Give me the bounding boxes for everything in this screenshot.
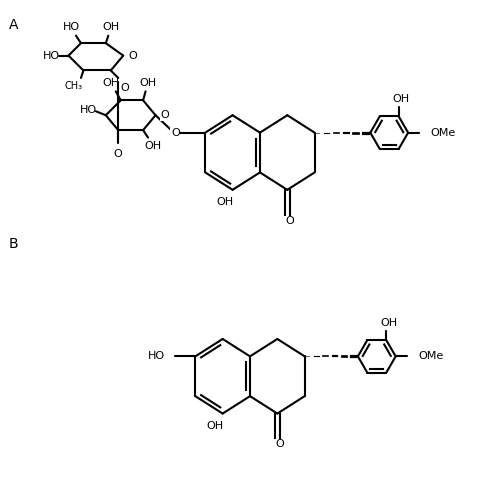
Text: O: O — [120, 83, 130, 93]
Text: HO: HO — [42, 51, 59, 61]
Text: OH: OH — [380, 317, 398, 328]
Text: OH: OH — [140, 78, 156, 88]
Text: CH₃: CH₃ — [64, 82, 82, 92]
Text: B: B — [9, 237, 18, 251]
Text: HO: HO — [80, 105, 97, 115]
Text: O: O — [128, 51, 137, 61]
Text: A: A — [9, 18, 18, 32]
Text: OH: OH — [102, 22, 120, 32]
Text: HO: HO — [62, 22, 80, 32]
Text: HO: HO — [148, 351, 166, 361]
Text: OH: OH — [102, 78, 120, 88]
Text: OMe: OMe — [430, 127, 456, 138]
Text: OH: OH — [216, 197, 234, 207]
Text: O: O — [276, 439, 284, 449]
Text: O: O — [171, 127, 180, 138]
Text: OH: OH — [206, 421, 224, 431]
Text: O: O — [160, 110, 170, 120]
Text: O: O — [114, 149, 122, 158]
Text: O: O — [286, 215, 294, 226]
Text: OH: OH — [144, 141, 162, 151]
Text: OMe: OMe — [418, 351, 444, 361]
Text: OH: OH — [392, 94, 409, 104]
